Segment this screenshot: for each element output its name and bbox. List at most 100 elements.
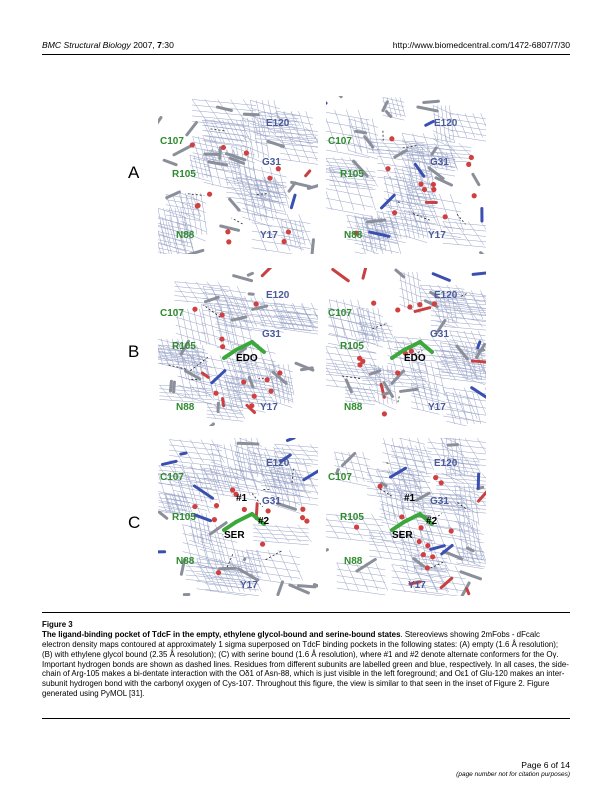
bond-stick	[279, 453, 292, 463]
bond-stick	[228, 197, 241, 212]
journal-name: BMC Structural Biology	[42, 40, 131, 50]
alt-conformer-label: #2	[258, 516, 270, 527]
ligand-label: EDO	[236, 353, 258, 364]
residue-label-g31: G31	[430, 157, 449, 168]
page-number: Page 6 of 14	[521, 760, 570, 770]
residue-label-g31: G31	[262, 157, 281, 168]
bond-stick	[379, 481, 388, 488]
stereo-image-b-left: C107 E120 R105 G31 N88 Y17 EDO	[158, 268, 318, 426]
water-molecule	[421, 186, 428, 193]
stereo-image-c-right: C107 E120 R105 G31 N88 Y17 SER #1 #2	[326, 438, 486, 596]
bond-stick	[416, 105, 439, 113]
bond-stick	[408, 580, 422, 586]
density-mesh	[158, 208, 188, 252]
hydrogen-bond	[430, 561, 445, 569]
hydrogen-bond	[168, 364, 187, 370]
density-mesh	[234, 452, 287, 495]
bond-stick	[158, 116, 163, 125]
density-mesh	[264, 472, 318, 506]
bond-stick	[479, 251, 485, 254]
water-molecule	[417, 302, 423, 308]
bond-stick	[355, 557, 377, 573]
density-mesh	[259, 111, 302, 129]
residue-label-g31: G31	[430, 329, 449, 340]
bond-stick	[399, 387, 419, 393]
alt-conformer-label: #1	[404, 493, 416, 504]
water-molecule	[277, 370, 283, 376]
ligand-stick	[250, 340, 266, 354]
water-molecule	[381, 411, 388, 417]
figure-label: Figure 3	[42, 620, 73, 629]
water-molecule	[430, 181, 436, 188]
density-mesh	[236, 176, 286, 220]
water-molecule	[241, 379, 247, 385]
bond-stick	[221, 397, 226, 408]
water-molecule	[431, 301, 437, 307]
bond-stick	[435, 318, 447, 335]
bond-stick	[363, 135, 375, 149]
water-molecule	[420, 552, 426, 558]
journal-volume: 7	[157, 40, 162, 50]
bond-stick	[219, 224, 241, 232]
density-mesh	[253, 524, 312, 546]
density-mesh	[442, 221, 486, 248]
residue-label-n88: N88	[344, 230, 363, 241]
bond-stick	[179, 451, 188, 456]
hydrogen-bond	[291, 468, 294, 484]
ligand-label: EDO	[404, 353, 426, 364]
bond-stick	[306, 184, 318, 190]
bond-stick	[266, 139, 285, 148]
ligand-stick	[234, 512, 254, 524]
density-mesh	[399, 530, 436, 579]
density-mesh	[280, 220, 306, 250]
bond-stick	[476, 340, 482, 350]
bond-stick	[232, 274, 254, 283]
residue-label-n88: N88	[176, 230, 195, 241]
water-molecule	[371, 300, 377, 306]
bond-stick	[185, 248, 205, 254]
bond-stick	[224, 152, 247, 162]
water-molecule	[192, 503, 198, 510]
water-molecule	[399, 514, 405, 520]
residue-label-n88: N88	[176, 556, 195, 567]
bond-stick	[477, 348, 486, 353]
hydrogen-bond	[210, 128, 226, 132]
water-molecule	[395, 307, 401, 313]
ligand-label: SER	[224, 530, 245, 541]
bond-stick	[192, 484, 215, 500]
ligand-stick	[418, 340, 434, 354]
water-molecule	[408, 348, 414, 354]
ligand-stick	[390, 520, 406, 532]
density-mesh	[385, 199, 439, 230]
water-molecule	[407, 304, 413, 310]
bond-stick	[276, 501, 297, 511]
water-molecule	[241, 506, 247, 513]
bond-stick	[422, 99, 440, 104]
bond-stick	[414, 491, 431, 502]
water-molecule	[395, 370, 401, 376]
density-mesh	[410, 383, 442, 415]
residue-label-r105: R105	[172, 341, 196, 352]
density-mesh	[359, 321, 395, 343]
water-molecule	[281, 238, 287, 245]
density-mesh	[327, 307, 379, 354]
residue-label-n88: N88	[344, 402, 363, 413]
density-mesh	[446, 457, 482, 477]
bond-stick	[168, 379, 173, 393]
stereo-image-b-right: C107 E120 R105 G31 N88 Y17 EDO	[326, 268, 486, 426]
bond-stick	[246, 271, 254, 277]
density-mesh	[381, 503, 436, 551]
residue-label-g31: G31	[262, 329, 281, 340]
residue-label-e120: E120	[266, 290, 290, 301]
hydrogen-bond	[460, 293, 467, 297]
residue-label-e120: E120	[266, 458, 290, 469]
running-header-url[interactable]: http://www.biomedcentral.com/1472-6807/7…	[392, 40, 570, 50]
bond-stick	[368, 369, 382, 376]
water-molecule	[431, 186, 437, 193]
molecular-render	[326, 268, 486, 426]
residue-label-n88: N88	[176, 402, 195, 413]
ligand-stick	[222, 348, 238, 360]
bond-stick	[424, 119, 435, 127]
density-mesh	[185, 561, 245, 585]
bond-stick	[434, 176, 453, 187]
